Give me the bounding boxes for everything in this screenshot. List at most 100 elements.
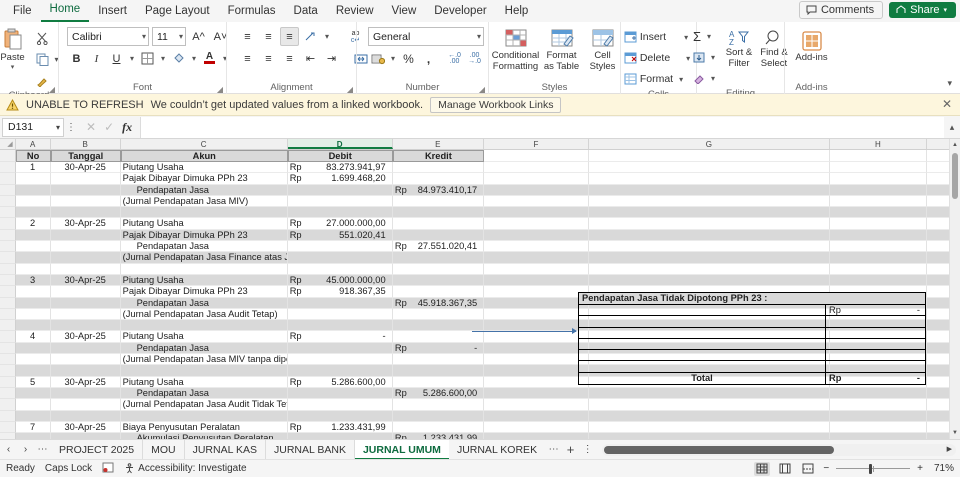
cell-debit[interactable] <box>287 308 393 321</box>
ribbon-tab-data[interactable]: Data <box>293 5 318 17</box>
cell-akun[interactable]: Piutang Usaha <box>120 376 288 388</box>
font-color-button[interactable]: A <box>204 51 215 64</box>
side-row-value[interactable] <box>826 339 925 349</box>
cell-debit[interactable] <box>287 207 393 219</box>
cell-no[interactable] <box>15 252 51 264</box>
ribbon-tab-view[interactable]: View <box>391 5 417 17</box>
cell-f[interactable] <box>483 410 589 422</box>
cell-kredit[interactable] <box>392 218 484 230</box>
cell-debit[interactable] <box>287 184 393 196</box>
cell-tanggal[interactable] <box>50 308 121 321</box>
clear-button[interactable]: ▾ <box>690 69 721 87</box>
font-name-input[interactable]: Calibri ▾ <box>67 27 149 46</box>
comments-button[interactable]: Comments <box>798 1 884 19</box>
column-header-c[interactable]: C <box>120 139 288 149</box>
cell-g[interactable] <box>589 184 830 196</box>
cell-akun[interactable]: Piutang Usaha <box>120 331 288 343</box>
ribbon-tab-review[interactable]: Review <box>335 5 374 17</box>
table-row[interactable]: Pendapatan Jasa Rp - <box>0 342 960 355</box>
row-header[interactable] <box>0 433 16 439</box>
cell-no[interactable] <box>15 286 51 298</box>
cell-akun[interactable]: Pendapatan Jasa <box>120 387 288 400</box>
cell-f[interactable] <box>483 320 589 332</box>
clipboard-dialog-launcher[interactable]: ◢ <box>48 85 55 94</box>
sheet-tab-jurnal-koreksi[interactable]: JURNAL KOREK <box>456 443 538 456</box>
cell-tanggal[interactable]: 30-Apr-25 <box>50 274 121 287</box>
cell-kredit[interactable] <box>392 263 484 275</box>
cell-g[interactable] <box>588 229 830 242</box>
cell-f[interactable] <box>483 286 589 298</box>
cell-akun[interactable]: Pendapatan Jasa <box>120 342 288 355</box>
cell-debit[interactable] <box>287 241 393 253</box>
side-row-value[interactable] <box>826 316 925 326</box>
cell-akun[interactable]: Piutang Usaha <box>120 274 288 287</box>
borders-button[interactable] <box>138 49 157 68</box>
scroll-down-icon[interactable]: ▼ <box>952 430 958 436</box>
cell-no[interactable]: 5 <box>15 376 51 388</box>
cell-akun[interactable]: (Jurnal Pendapatan Jasa Audit Tetap) <box>120 308 288 321</box>
cell-no[interactable] <box>15 433 51 439</box>
manage-workbook-links-button[interactable]: Manage Workbook Links <box>430 96 562 113</box>
row-header[interactable] <box>0 421 16 434</box>
chevron-down-icon[interactable]: ▾ <box>710 52 715 62</box>
formula-input[interactable] <box>140 116 944 138</box>
next-sheet-button[interactable]: › <box>23 444 28 455</box>
cell-tanggal[interactable]: 30-Apr-25 <box>50 162 121 174</box>
cell-h[interactable] <box>829 365 927 377</box>
cell-kredit[interactable]: Rp 27.551.020,41 <box>392 241 485 253</box>
side-table-row[interactable] <box>579 338 925 351</box>
cell-debit[interactable]: Rp 1.699.468,20 <box>287 173 393 185</box>
side-row-label[interactable] <box>579 327 826 338</box>
format-painter-button[interactable] <box>33 71 65 89</box>
cell-tanggal[interactable] <box>50 433 121 439</box>
cell-no[interactable] <box>15 308 51 321</box>
cell-no[interactable] <box>15 263 51 275</box>
cell-kredit[interactable] <box>392 421 484 434</box>
cell-g[interactable] <box>588 421 830 434</box>
side-table-total-row[interactable]: Total Rp - <box>579 372 925 385</box>
cell-debit[interactable]: Rp 27.000.000,00 <box>287 218 393 230</box>
alignment-dialog-launcher[interactable]: ◢ <box>346 85 353 94</box>
cell-g[interactable] <box>588 320 830 332</box>
cell-no[interactable] <box>15 320 51 332</box>
cell-f[interactable] <box>483 376 589 388</box>
cell-debit[interactable] <box>287 297 393 309</box>
row-header[interactable] <box>0 207 16 219</box>
increase-font-size-button[interactable]: A^ <box>192 30 205 43</box>
cell-kredit[interactable] <box>392 229 484 242</box>
table-row[interactable]: Pajak Dibayar Dimuka PPh 23 Rp 1.699.468,2… <box>0 173 960 185</box>
cell-h[interactable] <box>829 274 927 287</box>
side-row-label[interactable] <box>579 316 826 327</box>
copy-button[interactable]: ▾ <box>33 50 65 68</box>
row-header[interactable] <box>0 252 16 264</box>
cell-akun[interactable]: (Jurnal Pendapatan Jasa Audit Tidak Teta… <box>120 399 288 411</box>
cell-g[interactable] <box>588 218 830 230</box>
table-row[interactable]: (Jurnal Pendapatan Jasa Audit Tidak Teta… <box>0 399 960 411</box>
ribbon-tab-developer[interactable]: Developer <box>434 5 487 17</box>
cell-f[interactable] <box>483 421 589 434</box>
confirm-edit-icon[interactable]: ✓ <box>104 120 115 134</box>
chevron-down-icon[interactable]: ▾ <box>129 54 134 63</box>
cell-debit[interactable] <box>287 252 393 264</box>
table-row[interactable]: 7 30-Apr-25 Biaya Penyusutan Peralatan Rp 1.… <box>0 421 960 434</box>
cell-g[interactable] <box>588 308 830 321</box>
cell-debit[interactable] <box>287 195 393 208</box>
cell-tanggal[interactable] <box>50 207 121 219</box>
cell-akun[interactable] <box>120 207 288 219</box>
bold-button[interactable]: B <box>72 52 81 65</box>
cell-akun[interactable]: Pajak Dibayar Dimuka PPh 23 <box>120 229 288 242</box>
cell-h[interactable] <box>829 342 927 355</box>
sheet-tab-jurnal-umum[interactable]: JURNAL UMUM <box>354 439 449 460</box>
chevron-down-icon[interactable]: ▾ <box>686 53 691 63</box>
row-header[interactable] <box>0 320 16 332</box>
row-header[interactable] <box>0 274 16 287</box>
delete-cells-button[interactable]: Delete ▾ <box>621 49 696 67</box>
cell-h[interactable] <box>829 195 927 208</box>
side-table-row[interactable] <box>579 350 925 362</box>
normal-view-button[interactable] <box>754 461 771 476</box>
cell-akun[interactable]: Pendapatan Jasa <box>120 297 288 309</box>
row-header[interactable] <box>0 331 16 343</box>
cell-akun[interactable]: (Jurnal Pendapatan Jasa MIV tanpa dipoto… <box>120 354 288 366</box>
zoom-in-button[interactable]: + <box>917 463 923 474</box>
row-header[interactable] <box>0 218 16 230</box>
